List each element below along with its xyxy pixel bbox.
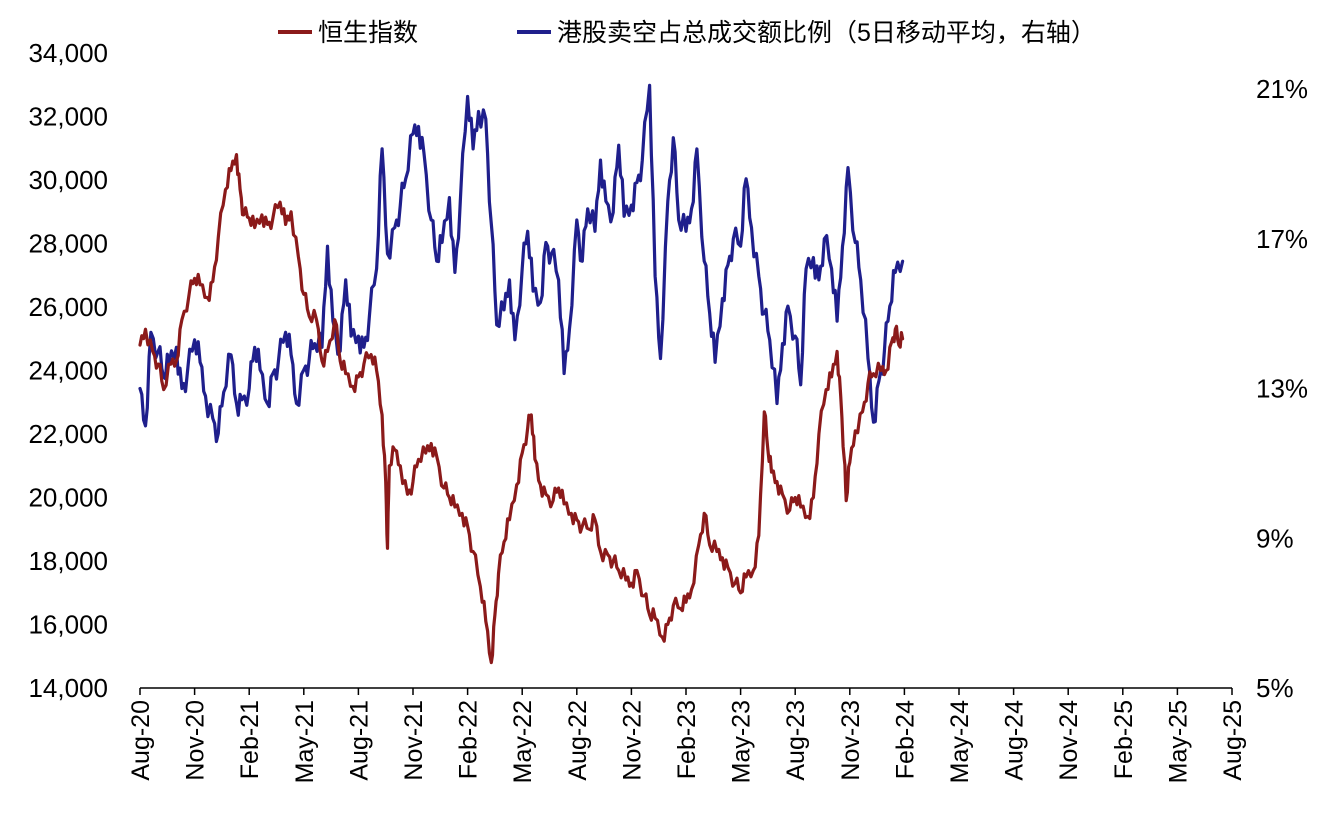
y-right-tick-label: 21% bbox=[1256, 74, 1308, 104]
series-layer bbox=[138, 83, 905, 665]
x-tick-label: Aug-25 bbox=[1219, 700, 1247, 781]
x-tick-label: May-23 bbox=[728, 700, 756, 783]
y-left-tick-label: 16,000 bbox=[28, 610, 108, 640]
y-left-tick-label: 28,000 bbox=[28, 229, 108, 259]
legend-label: 港股卖空占总成交额比例（5日移动平均，右轴） bbox=[557, 19, 1096, 47]
y-left-tick-label: 18,000 bbox=[28, 546, 108, 576]
y-left-tick-label: 32,000 bbox=[28, 102, 108, 132]
legend: 恒生指数 港股卖空占总成交额比例（5日移动平均，右轴） bbox=[278, 19, 1096, 47]
y-left-tick-label: 20,000 bbox=[28, 483, 108, 513]
x-tick-label: May-21 bbox=[291, 700, 319, 783]
y-left-axis: 34,000 32,000 30,000 28,000 26,000 24,000 22,0… bbox=[28, 38, 108, 703]
series-line-short-ratio bbox=[138, 83, 905, 444]
x-tick-label: Feb-24 bbox=[891, 700, 919, 779]
x-tick-label: May-22 bbox=[509, 700, 537, 783]
x-tick-label: Nov-23 bbox=[837, 700, 865, 781]
y-left-tick-label: 26,000 bbox=[28, 292, 108, 322]
y-right-tick-label: 9% bbox=[1256, 523, 1294, 553]
y-left-tick-label: 22,000 bbox=[28, 419, 108, 449]
series-line-hsi bbox=[138, 153, 905, 665]
x-tick-label: Aug-24 bbox=[1001, 700, 1029, 781]
x-tick-label: Aug-23 bbox=[782, 700, 810, 781]
x-tick-label: Feb-21 bbox=[236, 700, 264, 779]
x-tick-label: Nov-24 bbox=[1055, 700, 1083, 781]
x-tick-label: Aug-21 bbox=[345, 700, 373, 781]
y-right-tick-label: 13% bbox=[1256, 374, 1308, 404]
x-tick-label: Nov-22 bbox=[618, 700, 646, 781]
y-right-tick-label: 17% bbox=[1256, 224, 1308, 254]
x-tick-label: Aug-20 bbox=[127, 700, 155, 781]
y-left-tick-label: 34,000 bbox=[28, 38, 108, 68]
x-tick-label: Nov-20 bbox=[182, 700, 210, 781]
y-right-tick-label: 5% bbox=[1256, 673, 1294, 703]
y-left-tick-label: 24,000 bbox=[28, 356, 108, 386]
y-left-tick-label: 14,000 bbox=[28, 673, 108, 703]
y-left-tick-label: 30,000 bbox=[28, 165, 108, 195]
x-tick-label: May-24 bbox=[946, 700, 974, 783]
x-tick-label: Feb-22 bbox=[455, 700, 483, 779]
legend-label: 恒生指数 bbox=[318, 19, 418, 47]
x-tick-label: Feb-25 bbox=[1110, 700, 1138, 779]
x-tick-label: May-25 bbox=[1164, 700, 1192, 783]
x-tick-label: Aug-22 bbox=[564, 700, 592, 781]
x-tick-label: Nov-21 bbox=[400, 700, 428, 781]
x-tick-label: Feb-23 bbox=[673, 700, 701, 779]
x-axis: Aug-20 Nov-20 Feb-21 May-21 Aug-21 Nov-21 Feb-… bbox=[127, 688, 1247, 783]
y-right-axis: 21% 17% 13% 9% 5% bbox=[1256, 74, 1308, 703]
